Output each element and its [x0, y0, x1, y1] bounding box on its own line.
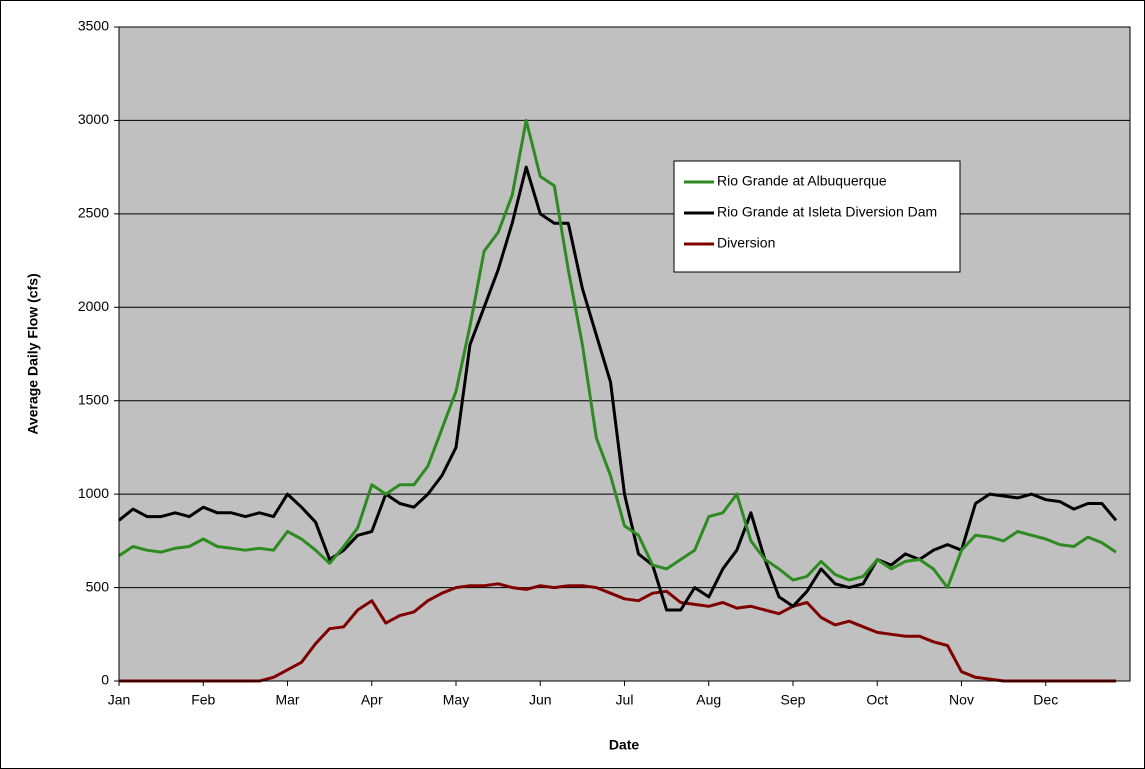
x-tick-label: Oct — [866, 692, 888, 708]
plot-area — [119, 27, 1130, 681]
y-axis-title: Average Daily Flow (cfs) — [25, 273, 41, 434]
x-tick-label: May — [443, 692, 469, 708]
x-tick-label: Dec — [1033, 692, 1058, 708]
x-tick-label: Jan — [108, 692, 131, 708]
x-tick-label: Apr — [361, 692, 383, 708]
series-line — [119, 582, 1116, 683]
x-axis-title: Date — [609, 737, 640, 753]
x-tick-label: Jul — [616, 692, 634, 708]
y-tick-label: 3000 — [78, 111, 109, 127]
legend-label: Diversion — [717, 235, 775, 251]
x-tick-label: Jun — [529, 692, 552, 708]
y-tick-label: 3500 — [78, 18, 109, 34]
legend-label: Rio Grande at Isleta Diversion Dam — [717, 204, 937, 220]
series-line — [118, 118, 1117, 590]
y-tick-label: 1000 — [78, 485, 109, 501]
series-line — [118, 165, 1118, 612]
x-tick-label: Mar — [275, 692, 299, 708]
legend-box — [673, 160, 961, 273]
x-tick-label: Sep — [781, 692, 806, 708]
y-tick-label: 1500 — [78, 391, 109, 407]
y-tick-label: 500 — [86, 578, 110, 594]
x-tick-label: Nov — [949, 692, 974, 708]
x-tick-label: Aug — [696, 692, 721, 708]
y-tick-label: 0 — [101, 672, 109, 688]
legend-label: Rio Grande at Albuquerque — [717, 173, 887, 189]
y-tick-label: 2500 — [78, 205, 109, 221]
y-tick-label: 2000 — [78, 298, 109, 314]
x-tick-label: Feb — [191, 692, 215, 708]
